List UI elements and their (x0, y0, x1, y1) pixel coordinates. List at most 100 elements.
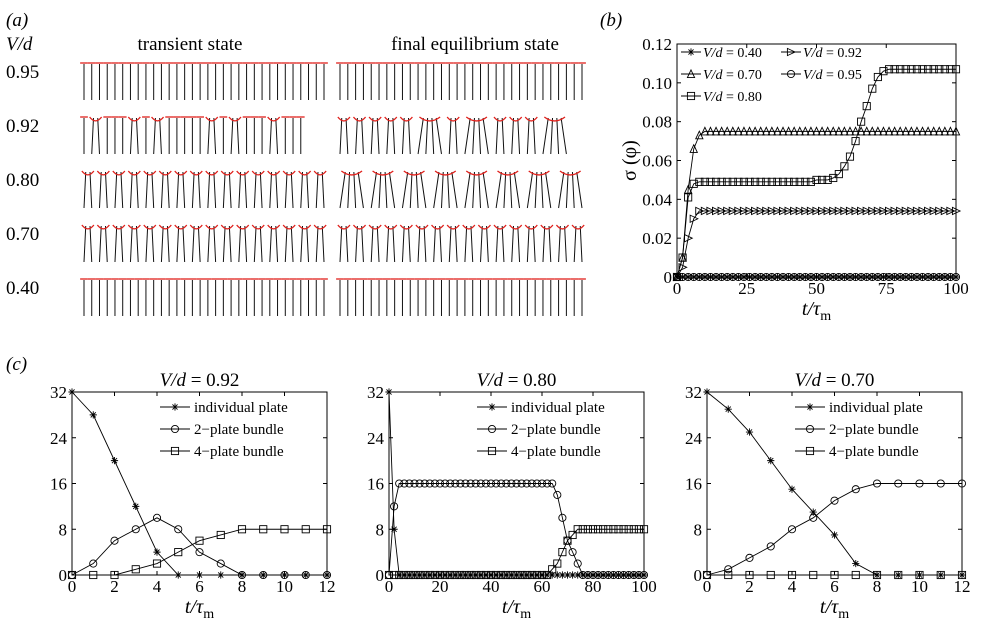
marker-square (851, 570, 860, 580)
marker-triangle (712, 206, 722, 216)
marker-square (609, 525, 618, 534)
x-tick-label: 0 (68, 577, 77, 596)
marker-circle (773, 272, 782, 282)
marker-square (724, 570, 733, 580)
marker-triangle (745, 126, 754, 136)
plate (464, 117, 471, 155)
marker-triangle (739, 206, 750, 216)
marker-star (687, 48, 695, 56)
marker-circle (390, 502, 399, 511)
marker-circle (935, 272, 944, 282)
plate-row: 0.80 (6, 170, 583, 209)
marker-triangle (689, 143, 699, 153)
marker-circle (739, 272, 749, 282)
meniscus (112, 224, 126, 230)
marker-triangle (706, 206, 716, 216)
marker-square (734, 177, 743, 186)
marker-circle (936, 479, 945, 488)
plate (129, 171, 133, 209)
marker-square (957, 570, 967, 580)
marker-square (486, 570, 496, 580)
series (672, 272, 961, 282)
x-tick-label: 8 (238, 577, 247, 596)
meniscus (251, 170, 265, 176)
plate (526, 225, 530, 263)
marker-star (852, 559, 860, 568)
panel-a-col-transient: transient state (138, 34, 243, 55)
marker-circle (476, 479, 485, 488)
plate (120, 225, 124, 263)
marker-star (553, 571, 561, 579)
marker-circle (823, 272, 832, 282)
marker-square (695, 177, 704, 186)
marker-square (879, 67, 888, 76)
marker-square (466, 570, 475, 580)
meniscus (465, 170, 488, 176)
plate (423, 225, 427, 263)
marker-square (756, 177, 765, 186)
marker-circle (745, 272, 754, 282)
plate (290, 225, 294, 263)
marker-triangle (706, 126, 715, 136)
marker-circle (872, 479, 882, 488)
plate (306, 171, 310, 209)
legend-label: individual plate (829, 400, 923, 416)
plate (392, 225, 396, 263)
marker-square (907, 65, 916, 74)
marker-square (812, 175, 821, 184)
plate (114, 225, 118, 263)
legend-entry: 4−plate bundle (160, 444, 284, 460)
meniscus (340, 170, 363, 176)
marker-triangle (934, 126, 944, 136)
marker-triangle (868, 206, 878, 216)
marker-triangle (828, 126, 838, 136)
plate (159, 117, 162, 155)
legend-entry: individual plate (160, 400, 288, 416)
x-tick-label: 10 (911, 577, 928, 596)
plate (97, 117, 100, 155)
marker-square (174, 548, 183, 557)
marker-triangle (717, 206, 727, 216)
x-axis-label: t/τm (820, 596, 849, 622)
marker-circle (717, 272, 726, 282)
plate (135, 117, 139, 155)
plate (532, 225, 536, 263)
meniscus (509, 224, 523, 230)
plate (89, 171, 93, 209)
marker-circle (481, 479, 490, 488)
marker-square (818, 175, 827, 184)
meniscus (352, 116, 367, 122)
marker-triangle (728, 206, 738, 216)
plate (517, 225, 521, 263)
marker-triangle (940, 206, 951, 216)
marker-square (745, 570, 754, 580)
x-axis-label: t/τm (802, 298, 831, 324)
marker-square (558, 548, 567, 557)
marker-triangle (745, 206, 755, 216)
marker-triangle (862, 126, 872, 136)
plate (339, 171, 346, 209)
marker-circle (678, 272, 687, 282)
plate (448, 117, 452, 155)
plate (425, 117, 429, 155)
marker-square (712, 177, 721, 186)
plate (259, 225, 263, 263)
marker-square (845, 152, 855, 161)
series (672, 65, 961, 282)
plate (486, 225, 489, 263)
plate (370, 171, 377, 209)
plate (384, 171, 388, 209)
marker-triangle (695, 206, 705, 216)
plate (361, 117, 364, 155)
marker-square (522, 570, 531, 580)
marker-triangle (951, 126, 961, 136)
plate (197, 171, 201, 209)
marker-triangle (851, 206, 861, 216)
marker-square (778, 177, 788, 186)
legend: V/d = 0.40 V/d = 0.92 V/d = 0.70 V/d = 0.95… (681, 46, 862, 105)
marker-triangle (778, 206, 789, 216)
marker-circle (512, 479, 521, 488)
marker-circle (890, 272, 899, 282)
y-tick-label: 0 (664, 268, 673, 287)
marker-triangle (907, 206, 917, 216)
